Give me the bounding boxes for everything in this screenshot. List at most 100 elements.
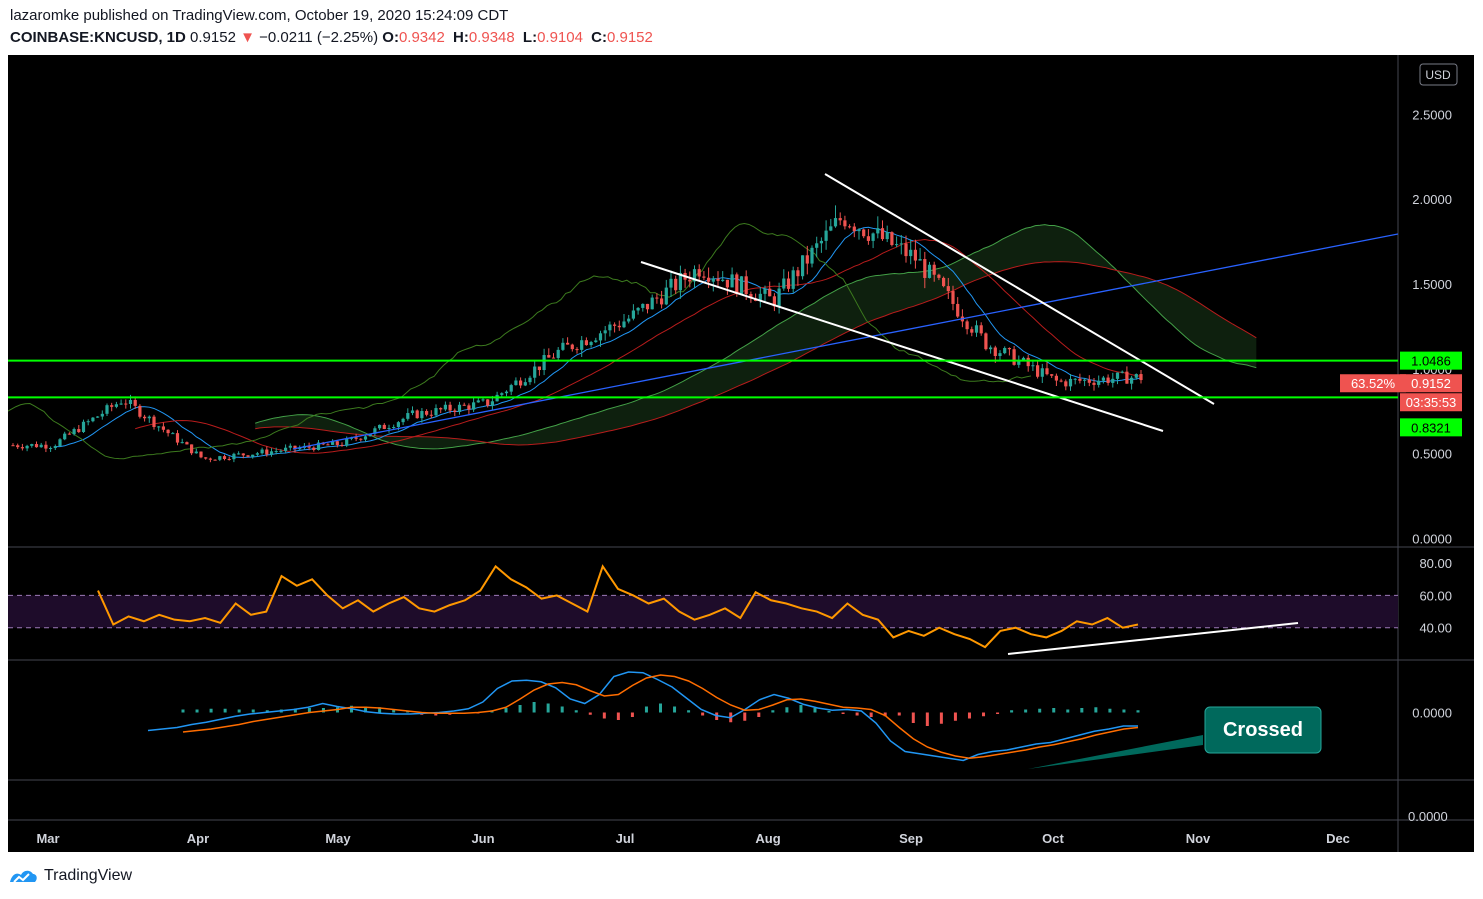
- candle-body: [397, 422, 400, 427]
- candle-body: [477, 400, 480, 402]
- macd-bar: [687, 710, 690, 712]
- candle-body: [115, 404, 118, 407]
- candle-body: [439, 408, 442, 409]
- candle-body: [124, 404, 127, 405]
- candle-body: [561, 343, 564, 350]
- candle-body: [40, 445, 43, 447]
- macd-bar: [701, 713, 704, 716]
- candle-body: [73, 429, 76, 434]
- macd-bar: [982, 713, 985, 717]
- candle-body: [994, 347, 997, 356]
- candle-body: [472, 402, 475, 409]
- candle-body: [1121, 372, 1124, 373]
- candle-body: [890, 232, 893, 245]
- macd-bar: [617, 713, 620, 721]
- candle-body: [1008, 348, 1011, 349]
- svg-text:1.0486: 1.0486: [1411, 354, 1451, 369]
- candle-body: [796, 270, 799, 276]
- candle-body: [665, 288, 668, 305]
- candle-body: [834, 218, 837, 226]
- candle-body: [1031, 365, 1034, 366]
- candle-body: [1125, 372, 1128, 384]
- candle-body: [688, 280, 691, 282]
- rsi-tick-label: 60.00: [1419, 588, 1452, 603]
- footer-brand[interactable]: TradingView: [44, 867, 132, 885]
- candle-body: [251, 455, 254, 457]
- chart-svg[interactable]: USD 2.50002.00001.50001.00000.50000.0000…: [8, 55, 1474, 852]
- candle-body: [11, 445, 14, 446]
- candle-body: [778, 289, 781, 307]
- candle-body: [557, 350, 560, 358]
- candle-body: [942, 278, 945, 286]
- candle-body: [608, 325, 611, 331]
- candle-body: [167, 430, 170, 433]
- candle-body: [937, 275, 940, 278]
- resistance-price-tag: 1.0486: [1400, 352, 1462, 370]
- candle-body: [857, 229, 860, 231]
- candle-body: [721, 280, 724, 281]
- symbol[interactable]: COINBASE:KNCUSD, 1D: [10, 29, 186, 46]
- down-arrow-icon: ▼: [240, 29, 255, 46]
- candle-body: [340, 445, 343, 446]
- candle-body: [763, 289, 766, 294]
- macd-bar: [1024, 710, 1027, 713]
- macd-bar: [505, 708, 508, 713]
- candle-body: [275, 451, 278, 452]
- candle-body: [1069, 379, 1072, 386]
- time-tick-label: Dec: [1326, 831, 1350, 846]
- candle-body: [176, 433, 179, 442]
- candle-body: [594, 340, 597, 342]
- rsi-tick-label: 80.00: [1419, 556, 1452, 571]
- candle-body: [867, 236, 870, 241]
- candle-body: [500, 393, 503, 395]
- candle-body: [735, 274, 738, 294]
- macd-bar: [519, 705, 522, 713]
- candle-body: [519, 380, 522, 385]
- macd-bar: [1038, 709, 1041, 713]
- macd-bar: [238, 710, 241, 713]
- candle-body: [411, 410, 414, 413]
- macd-bar: [856, 713, 859, 716]
- time-tick-label: Jul: [616, 831, 635, 846]
- macd-bar: [1122, 710, 1125, 713]
- macd-bar: [870, 713, 873, 718]
- candle-body: [590, 342, 593, 345]
- candle-body: [157, 426, 160, 427]
- candle-body: [900, 243, 903, 244]
- candle-body: [726, 280, 729, 288]
- macd-bar: [659, 704, 662, 713]
- candle-body: [820, 241, 823, 243]
- candle-body: [265, 450, 268, 455]
- candle-body: [1036, 365, 1039, 376]
- candle-body: [1045, 368, 1048, 374]
- candle-body: [406, 413, 409, 419]
- macd-bar: [673, 707, 676, 713]
- candle-body: [745, 276, 748, 294]
- macd-bar: [1080, 708, 1083, 713]
- candle-body: [839, 218, 842, 220]
- candle-body: [792, 270, 795, 289]
- candle-body: [646, 304, 649, 309]
- candle-body: [524, 382, 527, 385]
- candle-body: [444, 405, 447, 410]
- candle-body: [209, 459, 212, 460]
- macd-bar: [252, 710, 255, 713]
- candle-body: [232, 454, 235, 459]
- macd-bar: [224, 709, 227, 713]
- macd-bar: [828, 711, 831, 713]
- candle-body: [246, 455, 249, 456]
- candle-body: [458, 405, 461, 412]
- candle-body: [1041, 368, 1044, 376]
- time-tick-label: Oct: [1042, 831, 1064, 846]
- macd-bar: [842, 713, 845, 715]
- macd-bar: [912, 713, 915, 724]
- macd-bar: [968, 713, 971, 719]
- macd-tick-label: 0.0000: [1412, 706, 1452, 721]
- candle-body: [1139, 374, 1142, 380]
- candle-body: [660, 298, 663, 304]
- open-value: 0.9342: [399, 29, 445, 46]
- candle-body: [416, 410, 419, 418]
- chart-area[interactable]: USD 2.50002.00001.50001.00000.50000.0000…: [8, 55, 1474, 852]
- tradingview-logo-icon[interactable]: [8, 866, 38, 886]
- candle-body: [1088, 380, 1091, 383]
